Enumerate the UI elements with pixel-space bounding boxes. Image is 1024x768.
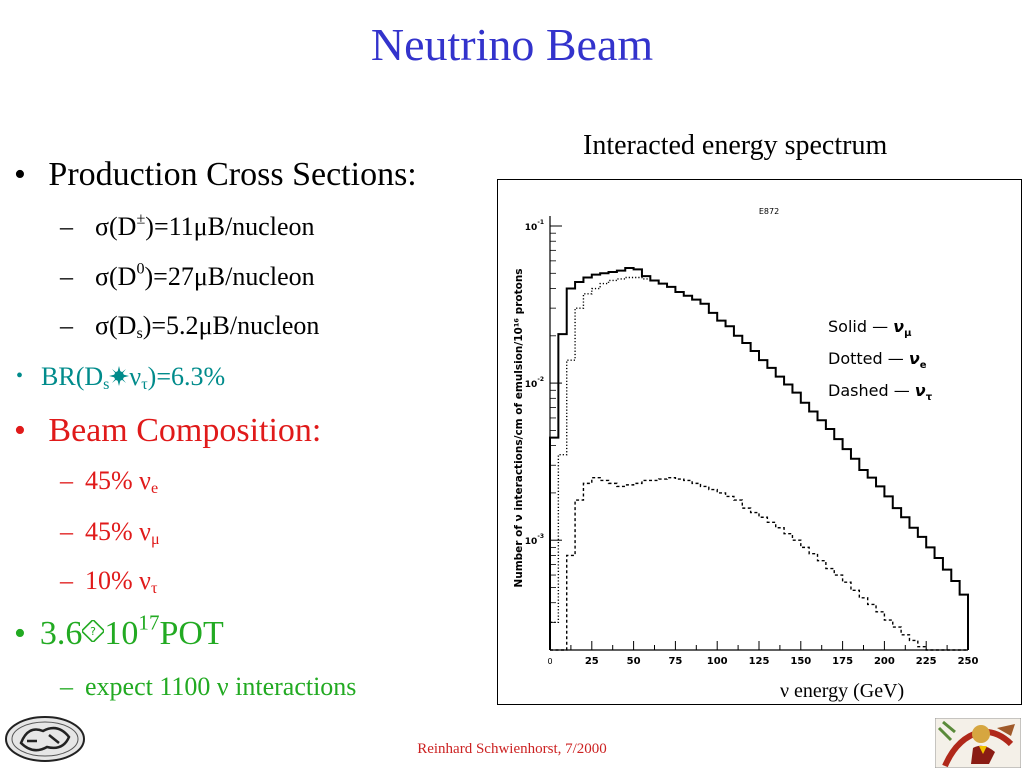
composition-nue: –45% νe [60,466,159,498]
legend-entry: Dotted — νe [828,349,927,371]
dash: – [60,212,73,241]
chart-title: Interacted energy spectrum [583,130,888,161]
bullet-dot: • [16,365,24,387]
dash: – [60,566,73,595]
svg-text:?: ? [90,625,96,638]
series-dashed-line [550,476,968,651]
dash: – [60,672,73,701]
mascot-icon [935,718,1021,768]
bullet-production: • Production Cross Sections: [14,158,417,192]
bullet-pot: • 3.6? 1017POT [14,610,224,652]
chart-frame: E872 0 25 50 75 100 125 150 175 200 225 250 10-1 10-2… [497,179,1022,705]
x-tick-label: 25 [585,656,599,667]
y-tick-label: 10-2 [525,376,544,390]
composition-nutau: –10% ντ [60,566,158,598]
x-tick-label: 150 [790,656,811,667]
y-tick-label: 10-1 [525,219,544,233]
x-tick-label: 200 [874,656,895,667]
spectrum-chart: E872 0 25 50 75 100 125 150 175 200 225 250 10-1 10-2… [513,207,979,667]
cross-section-dplus: – σ(D±)=11μB/nucleon [60,210,315,241]
x-tick-label: 225 [916,656,937,667]
composition-numu: –45% νμ [60,517,160,549]
plot-label: E872 [759,207,779,216]
x-tick-label: 50 [627,656,641,667]
x-axis-label: ν energy (GeV) [780,680,905,702]
dash: – [60,262,73,291]
x-tick-label: 100 [707,656,728,667]
dash: – [60,466,73,495]
slide-title: Neutrino Beam [370,19,654,70]
x-tick-label: 75 [668,656,682,667]
x-tick-label: 125 [749,656,770,667]
y-axis-label: Number of ν interactions/cm of emulsion/… [513,268,525,587]
bullet-dot: • [14,156,26,193]
times-icon: ? [80,618,106,644]
dash: – [60,517,73,546]
x-tick-label: 0 [547,657,552,666]
cross-section-d0: – σ(D0)=27μB/nucleon [60,260,315,291]
e872-logo-icon [5,716,85,762]
bullet-branching-ratio: • BR(Ds ντ)=6.3% [16,362,226,394]
series-dotted-line [549,276,969,650]
arrow-icon [109,366,130,386]
legend-entry: Solid — νμ [828,317,912,339]
legend-entry: Dashed — ντ [828,381,933,403]
production-label: Production Cross Sections: [48,156,417,193]
y-tick-label: 10-3 [525,533,544,547]
composition-label: Beam Composition: [48,412,322,449]
dash: – [60,311,73,340]
x-tick-label: 250 [958,656,979,667]
expect-interactions: – expect 1100 ν interactions [60,672,357,701]
bullet-dot: • [14,412,26,449]
x-tick-label: 175 [832,656,853,667]
bullet-beam-composition: • Beam Composition: [14,414,321,448]
cross-section-ds: – σ(Ds)=5.2μB/nucleon [60,311,320,343]
bullet-dot: • [14,615,26,652]
series-solid-line [549,267,969,650]
footer-author: Reinhard Schwienhorst, 7/2000 [417,741,607,757]
